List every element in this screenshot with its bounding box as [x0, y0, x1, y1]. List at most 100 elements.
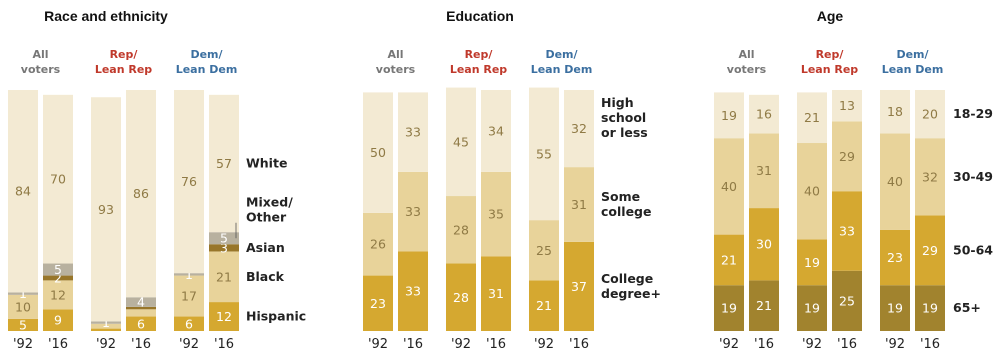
panel-2-bar-1-1-seg-1	[832, 191, 862, 271]
panel-0-group-label-0-1: voters	[21, 63, 61, 76]
panel-1-value-label-1-1-2: 34	[488, 123, 504, 138]
panel-1-category-label-1-1: college	[601, 204, 651, 219]
panel-2-value-label-0-0-1: 21	[721, 252, 737, 267]
panel-2-value-label-2-1-3: 20	[922, 107, 938, 122]
panel-0-value-label-0-0-1: 10	[15, 299, 31, 314]
panel-1-value-label-2-1-0: 37	[571, 279, 587, 294]
panel-0-group: Race and ethnicityAllvoters510184'929122…	[8, 8, 306, 352]
panel-0-bar-0-0-seg-4	[8, 90, 38, 293]
panel-0-bar-0-0-seg-1	[8, 294, 38, 319]
panel-2-x-tick-2-1: '16	[920, 337, 940, 352]
panel-0-bar-2-0-seg-1	[174, 275, 204, 317]
panel-1-bar-2-1-seg-0	[564, 241, 594, 331]
panel-0-bar-0-1-seg-1	[43, 280, 73, 310]
panel-0-value-label-2-1-3: 5	[220, 231, 228, 246]
panel-1-value-label-1-0-0: 28	[453, 290, 469, 305]
panel-0-bar-0-1-seg-4	[43, 94, 73, 264]
panel-2-bar-2-0-seg-1	[880, 229, 910, 286]
panel-2-category-label-1-0: 50-64	[953, 242, 993, 257]
panel-2-value-label-1-1-2: 29	[839, 149, 855, 164]
panel-1-value-label-1-0-1: 28	[453, 222, 469, 237]
panel-0-bar-1-1-seg-4	[126, 90, 156, 298]
panel-0-title: Race and ethnicity	[44, 8, 168, 24]
panel-0-value-label-0-1-1: 12	[50, 287, 66, 302]
panel-2-bar-0-0-seg-3	[714, 92, 744, 139]
panel-1-value-label-0-1-2: 33	[405, 125, 421, 140]
panel-2-bar-2-0-seg-2	[880, 133, 910, 230]
panel-2-x-tick-1-0: '92	[802, 337, 822, 352]
panel-0-category-label-0-0: Hispanic	[246, 309, 306, 324]
panel-1-bar-0-1-seg-1	[398, 171, 428, 252]
panel-2-bar-1-0-seg-2	[797, 143, 827, 240]
panel-0-bar-0-0-seg-3	[8, 292, 38, 295]
panel-0-bar-1-0-seg-3	[91, 321, 121, 324]
panel-2-value-label-1-0-0: 19	[804, 301, 820, 316]
panel-0-x-tick-0-0: '92	[13, 337, 33, 352]
panel-2-category-label-3-0: 18-29	[953, 106, 993, 121]
panel-2-bar-0-0-seg-0	[714, 285, 744, 331]
panel-1-value-label-1-0-2: 45	[453, 134, 469, 149]
panel-1-bar-1-0-seg-0	[446, 263, 476, 331]
panel-0-value-label-1-1-0: 6	[137, 316, 145, 331]
panel-0-bar-1-0-seg-0	[91, 328, 121, 331]
panel-2-bar-2-1-seg-1	[915, 215, 945, 286]
panel-0-value-label-0-1-0: 9	[54, 313, 62, 328]
panel-0-bar-1-1-seg-0	[126, 316, 156, 331]
panel-2-bar-0-1-seg-2	[749, 133, 779, 209]
panel-0-bar-2-1-seg-4	[209, 94, 239, 233]
panel-1-bar-2-0-seg-2	[529, 87, 559, 221]
panel-0-bar-2-1-seg-1	[209, 251, 239, 303]
panel-1-bar-1-0-seg-2	[446, 87, 476, 197]
panel-0-bar-1-1-seg-1	[126, 309, 156, 317]
panel-1-value-label-0-1-1: 33	[405, 204, 421, 219]
panel-0-value-label-0-1-2: 2	[54, 270, 62, 285]
panel-1-bar-2-0-seg-0	[529, 280, 559, 331]
panel-0-bar-2-1-seg-3	[209, 232, 239, 245]
panel-2-bar-0-1-seg-3	[749, 94, 779, 134]
panel-1-bar-1-1-seg-1	[481, 171, 511, 257]
panel-2-value-label-0-1-2: 31	[756, 163, 772, 178]
panel-0-x-tick-0-1: '16	[48, 337, 68, 352]
panel-2-value-label-2-0-0: 19	[887, 301, 903, 316]
panel-1-value-label-0-1-0: 33	[405, 284, 421, 299]
panel-2-x-tick-0-1: '16	[754, 337, 774, 352]
panel-2-value-label-2-1-2: 32	[922, 169, 938, 184]
panel-0-bar-0-1-seg-0	[43, 309, 73, 331]
panel-0-value-label-0-1-4: 70	[50, 172, 66, 187]
panel-2-bar-1-0-seg-3	[797, 92, 827, 144]
panel-0-value-label-2-1-2: 3	[220, 240, 228, 255]
panel-2-group-label-2-0: Dem/	[896, 48, 929, 61]
panel-0-x-tick-1-1: '16	[131, 337, 151, 352]
panel-0-category-label-3-0: Mixed/	[246, 195, 293, 210]
panel-2-value-label-2-0-2: 40	[887, 174, 903, 189]
panel-2-group-label-2-1: Lean Dem	[882, 63, 944, 76]
panel-1-group-label-1-1: Lean Rep	[450, 63, 507, 76]
panel-2-value-label-2-0-3: 18	[887, 104, 903, 119]
panel-2-x-tick-0-0: '92	[719, 337, 739, 352]
panel-1-bar-1-1-seg-0	[481, 256, 511, 331]
panel-2-bar-1-1-seg-0	[832, 270, 862, 331]
panel-1-value-label-0-0-1: 26	[370, 237, 386, 252]
panel-1-title: Education	[446, 8, 514, 24]
panel-2-bar-0-0-seg-2	[714, 138, 744, 235]
panel-1-value-label-0-0-2: 50	[370, 145, 386, 160]
panel-0-bar-2-0-seg-3	[174, 273, 204, 276]
panel-1-value-label-2-0-1: 25	[536, 243, 552, 258]
panel-1-category-label-0-0: College	[601, 271, 653, 286]
panel-0-value-label-2-0-0: 6	[185, 316, 193, 331]
panel-0-group-label-1-0: Rep/	[110, 48, 139, 61]
panel-1-bar-0-1-seg-0	[398, 251, 428, 331]
panel-1-x-tick-0-1: '16	[403, 337, 423, 352]
panel-2-group-label-1-1: Lean Rep	[801, 63, 858, 76]
panel-0-value-label-1-0-4: 93	[98, 202, 114, 217]
panel-0-bar-0-1-seg-2	[43, 275, 73, 281]
panel-2-value-label-0-1-0: 21	[756, 298, 772, 313]
panel-1-value-label-1-1-0: 31	[488, 286, 504, 301]
panel-0-x-tick-2-1: '16	[214, 337, 234, 352]
panel-2-value-label-2-1-0: 19	[922, 301, 938, 316]
panel-2-category-label-0-0: 65+	[953, 300, 981, 315]
panel-2-value-label-1-1-1: 33	[839, 223, 855, 238]
panel-2-bar-1-0-seg-0	[797, 285, 827, 331]
panel-0-category-label-2-0: Asian	[246, 240, 285, 255]
